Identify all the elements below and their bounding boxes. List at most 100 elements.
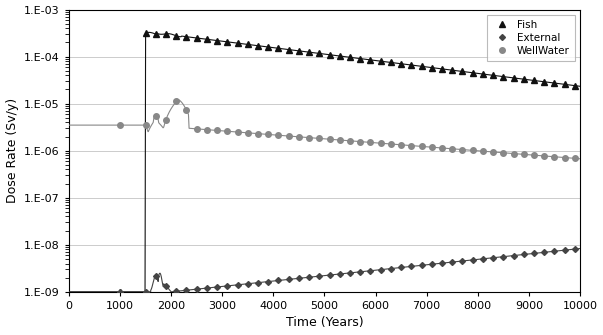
Fish — [234, 41, 241, 45]
External — [336, 272, 343, 276]
WellWater — [438, 146, 446, 150]
Fish — [306, 50, 313, 54]
External — [346, 271, 353, 275]
WellWater — [336, 138, 343, 142]
Line: External: External — [118, 247, 577, 294]
Fish — [540, 80, 548, 84]
External — [244, 282, 251, 286]
WellWater — [346, 139, 353, 143]
Fish — [116, 290, 124, 294]
Fish — [183, 35, 190, 39]
Fish — [520, 77, 528, 81]
Fish — [377, 59, 384, 63]
External — [571, 247, 578, 251]
WellWater — [520, 152, 528, 156]
WellWater — [449, 147, 456, 151]
External — [561, 248, 568, 252]
External — [500, 255, 507, 259]
Fish — [162, 32, 169, 36]
Fish — [571, 84, 578, 88]
WellWater — [326, 137, 333, 141]
External — [520, 253, 528, 257]
WellWater — [367, 140, 374, 144]
WellWater — [428, 145, 435, 149]
External — [428, 262, 435, 266]
Y-axis label: Dose Rate (Sv/y): Dose Rate (Sv/y) — [5, 98, 19, 203]
External — [152, 274, 159, 278]
WellWater — [265, 132, 272, 136]
External — [530, 251, 537, 255]
Fish — [152, 32, 159, 36]
Fish — [336, 54, 343, 58]
X-axis label: Time (Years): Time (Years) — [286, 317, 363, 329]
External — [183, 288, 190, 292]
WellWater — [316, 136, 323, 140]
Fish — [275, 46, 282, 50]
WellWater — [306, 136, 313, 140]
Fish — [490, 73, 497, 77]
Fish — [397, 62, 405, 66]
External — [356, 270, 364, 274]
WellWater — [459, 147, 466, 151]
Fish — [326, 53, 333, 57]
Fish — [142, 31, 149, 35]
External — [254, 281, 262, 285]
External — [234, 283, 241, 287]
External — [275, 278, 282, 282]
Fish — [438, 67, 446, 71]
Fish — [551, 81, 558, 85]
Fish — [193, 36, 200, 40]
External — [551, 249, 558, 253]
External — [265, 280, 272, 284]
WellWater — [275, 133, 282, 137]
Fish — [500, 75, 507, 79]
WellWater — [224, 129, 231, 133]
WellWater — [561, 155, 568, 159]
Fish — [449, 68, 456, 72]
Fish — [356, 57, 364, 61]
Fish — [172, 34, 180, 38]
WellWater — [213, 128, 221, 132]
External — [162, 284, 169, 288]
WellWater — [397, 143, 405, 147]
External — [142, 290, 149, 294]
Fish — [203, 37, 210, 41]
External — [193, 287, 200, 291]
WellWater — [295, 135, 303, 139]
Fish — [459, 69, 466, 73]
Fish — [254, 44, 262, 48]
Fish — [244, 43, 251, 47]
WellWater — [116, 123, 124, 127]
External — [326, 273, 333, 277]
WellWater — [356, 140, 364, 144]
WellWater — [490, 150, 497, 154]
Fish — [510, 76, 517, 80]
WellWater — [479, 149, 487, 153]
External — [469, 258, 476, 262]
WellWater — [540, 154, 548, 158]
External — [316, 274, 323, 278]
WellWater — [285, 134, 292, 138]
WellWater — [162, 118, 169, 122]
WellWater — [377, 141, 384, 145]
WellWater — [254, 132, 262, 136]
WellWater — [183, 108, 190, 112]
Line: Fish: Fish — [117, 30, 578, 295]
Fish — [469, 71, 476, 75]
External — [510, 254, 517, 258]
External — [377, 268, 384, 272]
External — [449, 260, 456, 264]
WellWater — [244, 131, 251, 135]
Fish — [316, 52, 323, 56]
WellWater — [152, 114, 159, 118]
External — [285, 277, 292, 281]
External — [116, 290, 124, 294]
External — [459, 259, 466, 263]
Line: WellWater: WellWater — [117, 98, 578, 161]
External — [479, 257, 487, 261]
External — [295, 276, 303, 280]
Fish — [387, 60, 394, 64]
WellWater — [551, 155, 558, 159]
WellWater — [387, 142, 394, 146]
External — [540, 250, 548, 254]
